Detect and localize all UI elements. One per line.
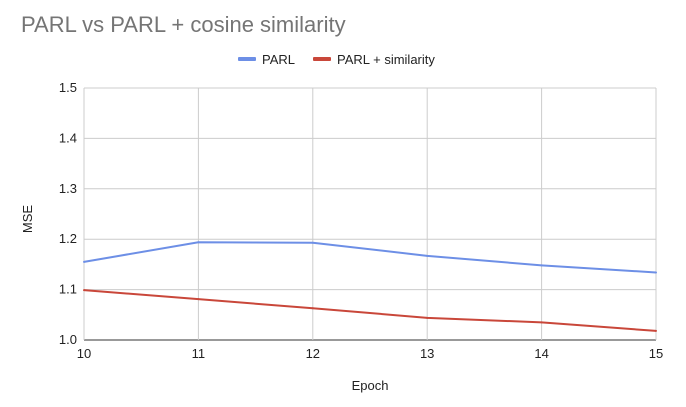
y-tick-label: 1.5: [59, 80, 77, 95]
x-axis-title: Epoch: [352, 378, 389, 393]
data-point: [197, 298, 200, 301]
y-axis-title: MSE: [20, 205, 35, 234]
y-tick-label: 1.0: [59, 332, 77, 347]
data-point: [83, 260, 85, 263]
tick-labels: 1.0 1.1 1.2 1.3 1.4 1.5 10 11 12 13 14 15: [59, 80, 663, 361]
legend-label: PARL: [262, 52, 295, 67]
series-lines: [83, 241, 657, 332]
data-point: [426, 254, 429, 257]
data-point: [311, 241, 314, 244]
legend-swatch: [313, 57, 331, 61]
grid-lines: [83, 87, 657, 341]
x-tick-label: 13: [420, 346, 434, 361]
y-tick-label: 1.4: [59, 130, 77, 145]
data-point: [540, 264, 543, 267]
data-point: [197, 241, 200, 244]
data-point: [655, 271, 657, 274]
x-tick-label: 12: [306, 346, 320, 361]
x-tick-label: 11: [192, 346, 206, 361]
y-tick-label: 1.1: [59, 282, 77, 297]
data-point: [426, 316, 429, 319]
data-point: [540, 321, 543, 324]
x-tick-label: 10: [77, 346, 91, 361]
legend: PARL PARL + similarity: [238, 52, 435, 67]
data-point: [311, 307, 314, 310]
legend-label: PARL + similarity: [337, 52, 435, 67]
x-tick-label: 14: [534, 346, 548, 361]
x-tick-label: 15: [649, 346, 663, 361]
legend-swatch: [238, 57, 256, 61]
y-tick-label: 1.2: [59, 231, 77, 246]
series-line-1: [83, 241, 657, 274]
data-point: [83, 289, 85, 292]
data-point: [655, 329, 657, 332]
chart-title: PARL vs PARL + cosine similarity: [21, 12, 346, 37]
series-line-2: [83, 289, 657, 332]
y-tick-label: 1.3: [59, 181, 77, 196]
